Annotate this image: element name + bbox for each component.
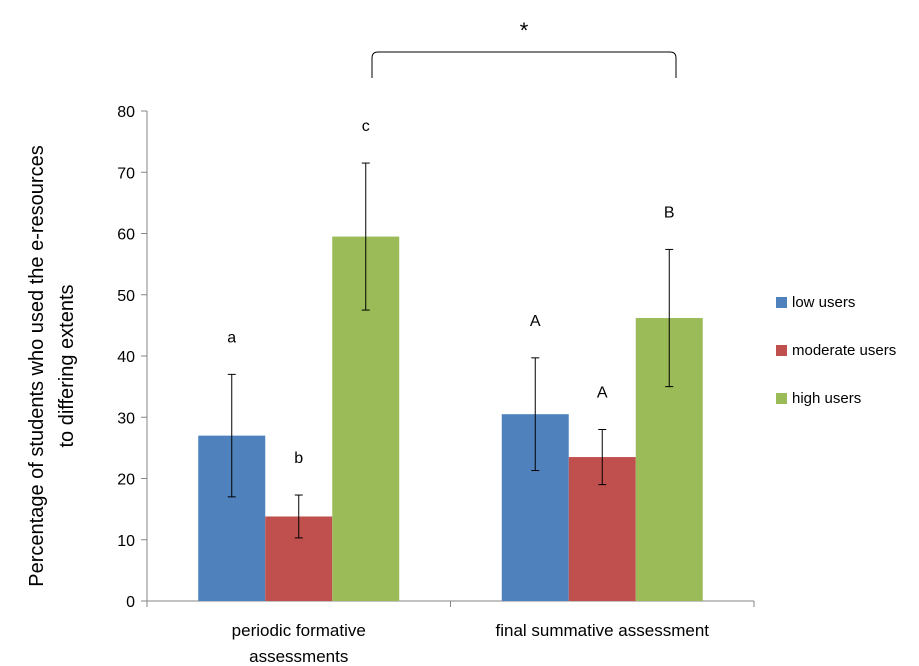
legend-swatch — [776, 345, 787, 356]
significance-letter: a — [227, 329, 236, 346]
y-tick-label: 20 — [117, 472, 135, 489]
y-tick-label: 50 — [117, 288, 135, 305]
y-tick-label: 60 — [117, 227, 135, 244]
x-category-label: final summative assessment — [495, 621, 709, 640]
axes: 0 10 20 30 40 50 60 70 80 periodic formative asses… — [117, 104, 755, 666]
significance-bracket: * — [371, 18, 677, 78]
y-tick-label: 10 — [117, 533, 135, 550]
significance-letter: A — [530, 313, 541, 330]
legend-swatch — [776, 297, 787, 308]
legend-label: moderate users — [792, 342, 896, 359]
y-axis-label-line1: Percentage of students who used the e-re… — [26, 145, 48, 586]
y-tick-label: 40 — [117, 349, 135, 366]
significance-letter: A — [597, 385, 608, 402]
legend-label: high users — [792, 390, 861, 407]
legend-swatch — [776, 393, 787, 404]
error-bars — [227, 162, 674, 539]
legend-label: low users — [792, 294, 855, 311]
y-tick-label: 80 — [117, 104, 135, 121]
x-category-label-line2: assessments — [249, 647, 348, 666]
significance-letter: c — [362, 118, 370, 135]
bars — [198, 236, 703, 601]
legend: low users moderate users high users — [776, 294, 896, 407]
x-category-label: periodic formative — [232, 621, 366, 640]
significance-asterisk: * — [520, 18, 529, 43]
bracket-line — [371, 51, 677, 78]
significance-letter: b — [294, 450, 303, 467]
y-tick-label: 70 — [117, 165, 135, 182]
y-tick-label: 30 — [117, 410, 135, 427]
y-tick-label: 0 — [126, 594, 135, 611]
significance-letter: B — [664, 204, 675, 221]
significance-letters: a b c A A B — [227, 118, 674, 467]
y-axis-label-line2: to differing extents — [56, 284, 78, 447]
